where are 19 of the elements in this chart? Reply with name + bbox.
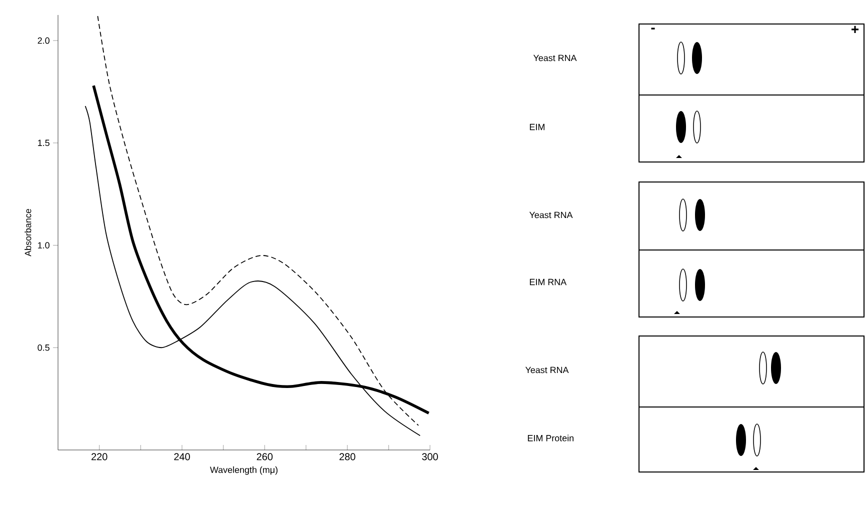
x-tick-label: 300 bbox=[422, 453, 438, 460]
text: + bbox=[852, 26, 859, 33]
x-tick-label: 240 bbox=[174, 453, 190, 460]
text: EIM RNA bbox=[530, 278, 567, 286]
x-tick-label: 280 bbox=[340, 453, 356, 460]
text: Yeast RNA bbox=[533, 54, 577, 62]
text: EIM Protein bbox=[528, 434, 574, 442]
y-tick-label: 1.5 bbox=[38, 140, 50, 146]
text: Yeast RNA bbox=[525, 366, 569, 374]
text: - bbox=[651, 28, 655, 30]
text: EIM bbox=[530, 124, 544, 130]
x-axis-title: Wavelength (mμ) bbox=[210, 466, 278, 475]
x-tick-label: 260 bbox=[256, 453, 273, 460]
y-tick-label: 0.5 bbox=[38, 344, 50, 351]
text: Yeast RNA bbox=[529, 212, 573, 218]
y-axis-title: Absorbance bbox=[24, 208, 32, 256]
x-tick-label: 220 bbox=[92, 453, 108, 460]
y-tick-label: 2.0 bbox=[38, 37, 50, 44]
y-tick-label: 1.0 bbox=[38, 242, 50, 248]
